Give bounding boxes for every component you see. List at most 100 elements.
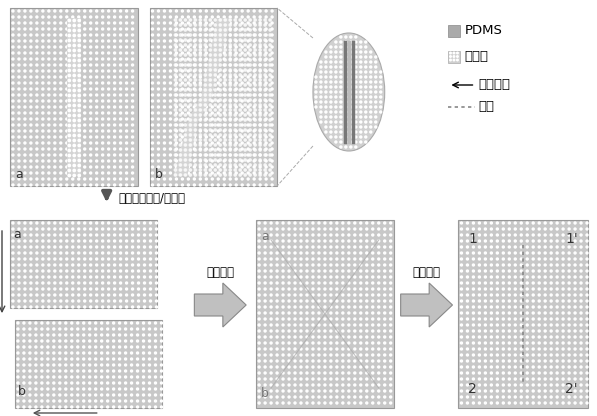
- Circle shape: [77, 334, 79, 336]
- Circle shape: [73, 124, 75, 127]
- Circle shape: [514, 264, 516, 266]
- Circle shape: [366, 336, 368, 338]
- Circle shape: [209, 69, 211, 71]
- Circle shape: [78, 154, 80, 156]
- Circle shape: [113, 160, 116, 162]
- Circle shape: [149, 322, 150, 324]
- Circle shape: [113, 228, 116, 230]
- Circle shape: [187, 76, 189, 78]
- Circle shape: [318, 318, 320, 320]
- Circle shape: [30, 222, 32, 224]
- Circle shape: [152, 130, 153, 132]
- Circle shape: [496, 222, 498, 224]
- Circle shape: [532, 378, 534, 380]
- Circle shape: [484, 228, 487, 230]
- Circle shape: [348, 372, 350, 374]
- Circle shape: [30, 270, 32, 272]
- Circle shape: [318, 270, 320, 272]
- Circle shape: [72, 22, 74, 24]
- Circle shape: [68, 59, 70, 62]
- Circle shape: [78, 139, 81, 142]
- Circle shape: [350, 91, 352, 93]
- Circle shape: [176, 16, 177, 18]
- Circle shape: [372, 318, 374, 320]
- Circle shape: [96, 166, 98, 168]
- Circle shape: [48, 112, 50, 114]
- Circle shape: [366, 246, 368, 248]
- Circle shape: [508, 252, 510, 254]
- Circle shape: [378, 318, 380, 320]
- Circle shape: [113, 64, 116, 66]
- Circle shape: [526, 246, 528, 248]
- Circle shape: [325, 51, 327, 53]
- Circle shape: [294, 402, 296, 404]
- Circle shape: [312, 396, 314, 398]
- Circle shape: [306, 318, 308, 320]
- Circle shape: [306, 336, 308, 338]
- Circle shape: [320, 86, 322, 88]
- Circle shape: [365, 46, 367, 48]
- Circle shape: [217, 94, 219, 96]
- Circle shape: [342, 234, 344, 236]
- Circle shape: [270, 354, 272, 356]
- Circle shape: [90, 148, 92, 150]
- Circle shape: [30, 142, 32, 144]
- Circle shape: [282, 300, 284, 302]
- Circle shape: [288, 312, 290, 314]
- Circle shape: [370, 51, 372, 53]
- Circle shape: [526, 342, 528, 344]
- Circle shape: [229, 169, 232, 171]
- Circle shape: [235, 70, 237, 72]
- Circle shape: [390, 294, 392, 296]
- Circle shape: [478, 348, 481, 350]
- Circle shape: [586, 306, 588, 308]
- Circle shape: [325, 116, 327, 118]
- Circle shape: [235, 82, 237, 84]
- Circle shape: [336, 264, 338, 266]
- Circle shape: [264, 300, 266, 302]
- Circle shape: [83, 376, 85, 378]
- Circle shape: [53, 358, 55, 360]
- Circle shape: [155, 258, 158, 260]
- Circle shape: [65, 370, 67, 372]
- Circle shape: [306, 288, 308, 290]
- Circle shape: [164, 118, 165, 120]
- Circle shape: [264, 258, 266, 260]
- Circle shape: [350, 46, 352, 48]
- Circle shape: [258, 288, 260, 290]
- Circle shape: [223, 154, 225, 156]
- Circle shape: [254, 134, 256, 136]
- Circle shape: [48, 16, 50, 18]
- Circle shape: [42, 52, 44, 54]
- Circle shape: [366, 396, 368, 398]
- Circle shape: [90, 154, 92, 156]
- Circle shape: [306, 264, 308, 266]
- Circle shape: [360, 136, 362, 138]
- Circle shape: [265, 166, 267, 168]
- Circle shape: [345, 106, 347, 108]
- Circle shape: [354, 348, 356, 350]
- Circle shape: [131, 94, 134, 96]
- Circle shape: [288, 234, 290, 236]
- Circle shape: [253, 34, 255, 36]
- Circle shape: [360, 300, 362, 302]
- Circle shape: [484, 294, 487, 296]
- Circle shape: [101, 40, 104, 42]
- Circle shape: [107, 388, 109, 390]
- Circle shape: [84, 82, 86, 84]
- Circle shape: [312, 240, 314, 242]
- Circle shape: [294, 300, 296, 302]
- Circle shape: [170, 16, 171, 18]
- Circle shape: [384, 234, 386, 236]
- Circle shape: [282, 384, 284, 386]
- Circle shape: [224, 44, 226, 46]
- Circle shape: [264, 390, 266, 392]
- Circle shape: [466, 342, 469, 344]
- Circle shape: [472, 288, 475, 290]
- Circle shape: [219, 129, 221, 131]
- Circle shape: [270, 252, 272, 254]
- Circle shape: [384, 282, 386, 284]
- Circle shape: [204, 164, 207, 166]
- Circle shape: [354, 276, 356, 278]
- Circle shape: [53, 328, 55, 330]
